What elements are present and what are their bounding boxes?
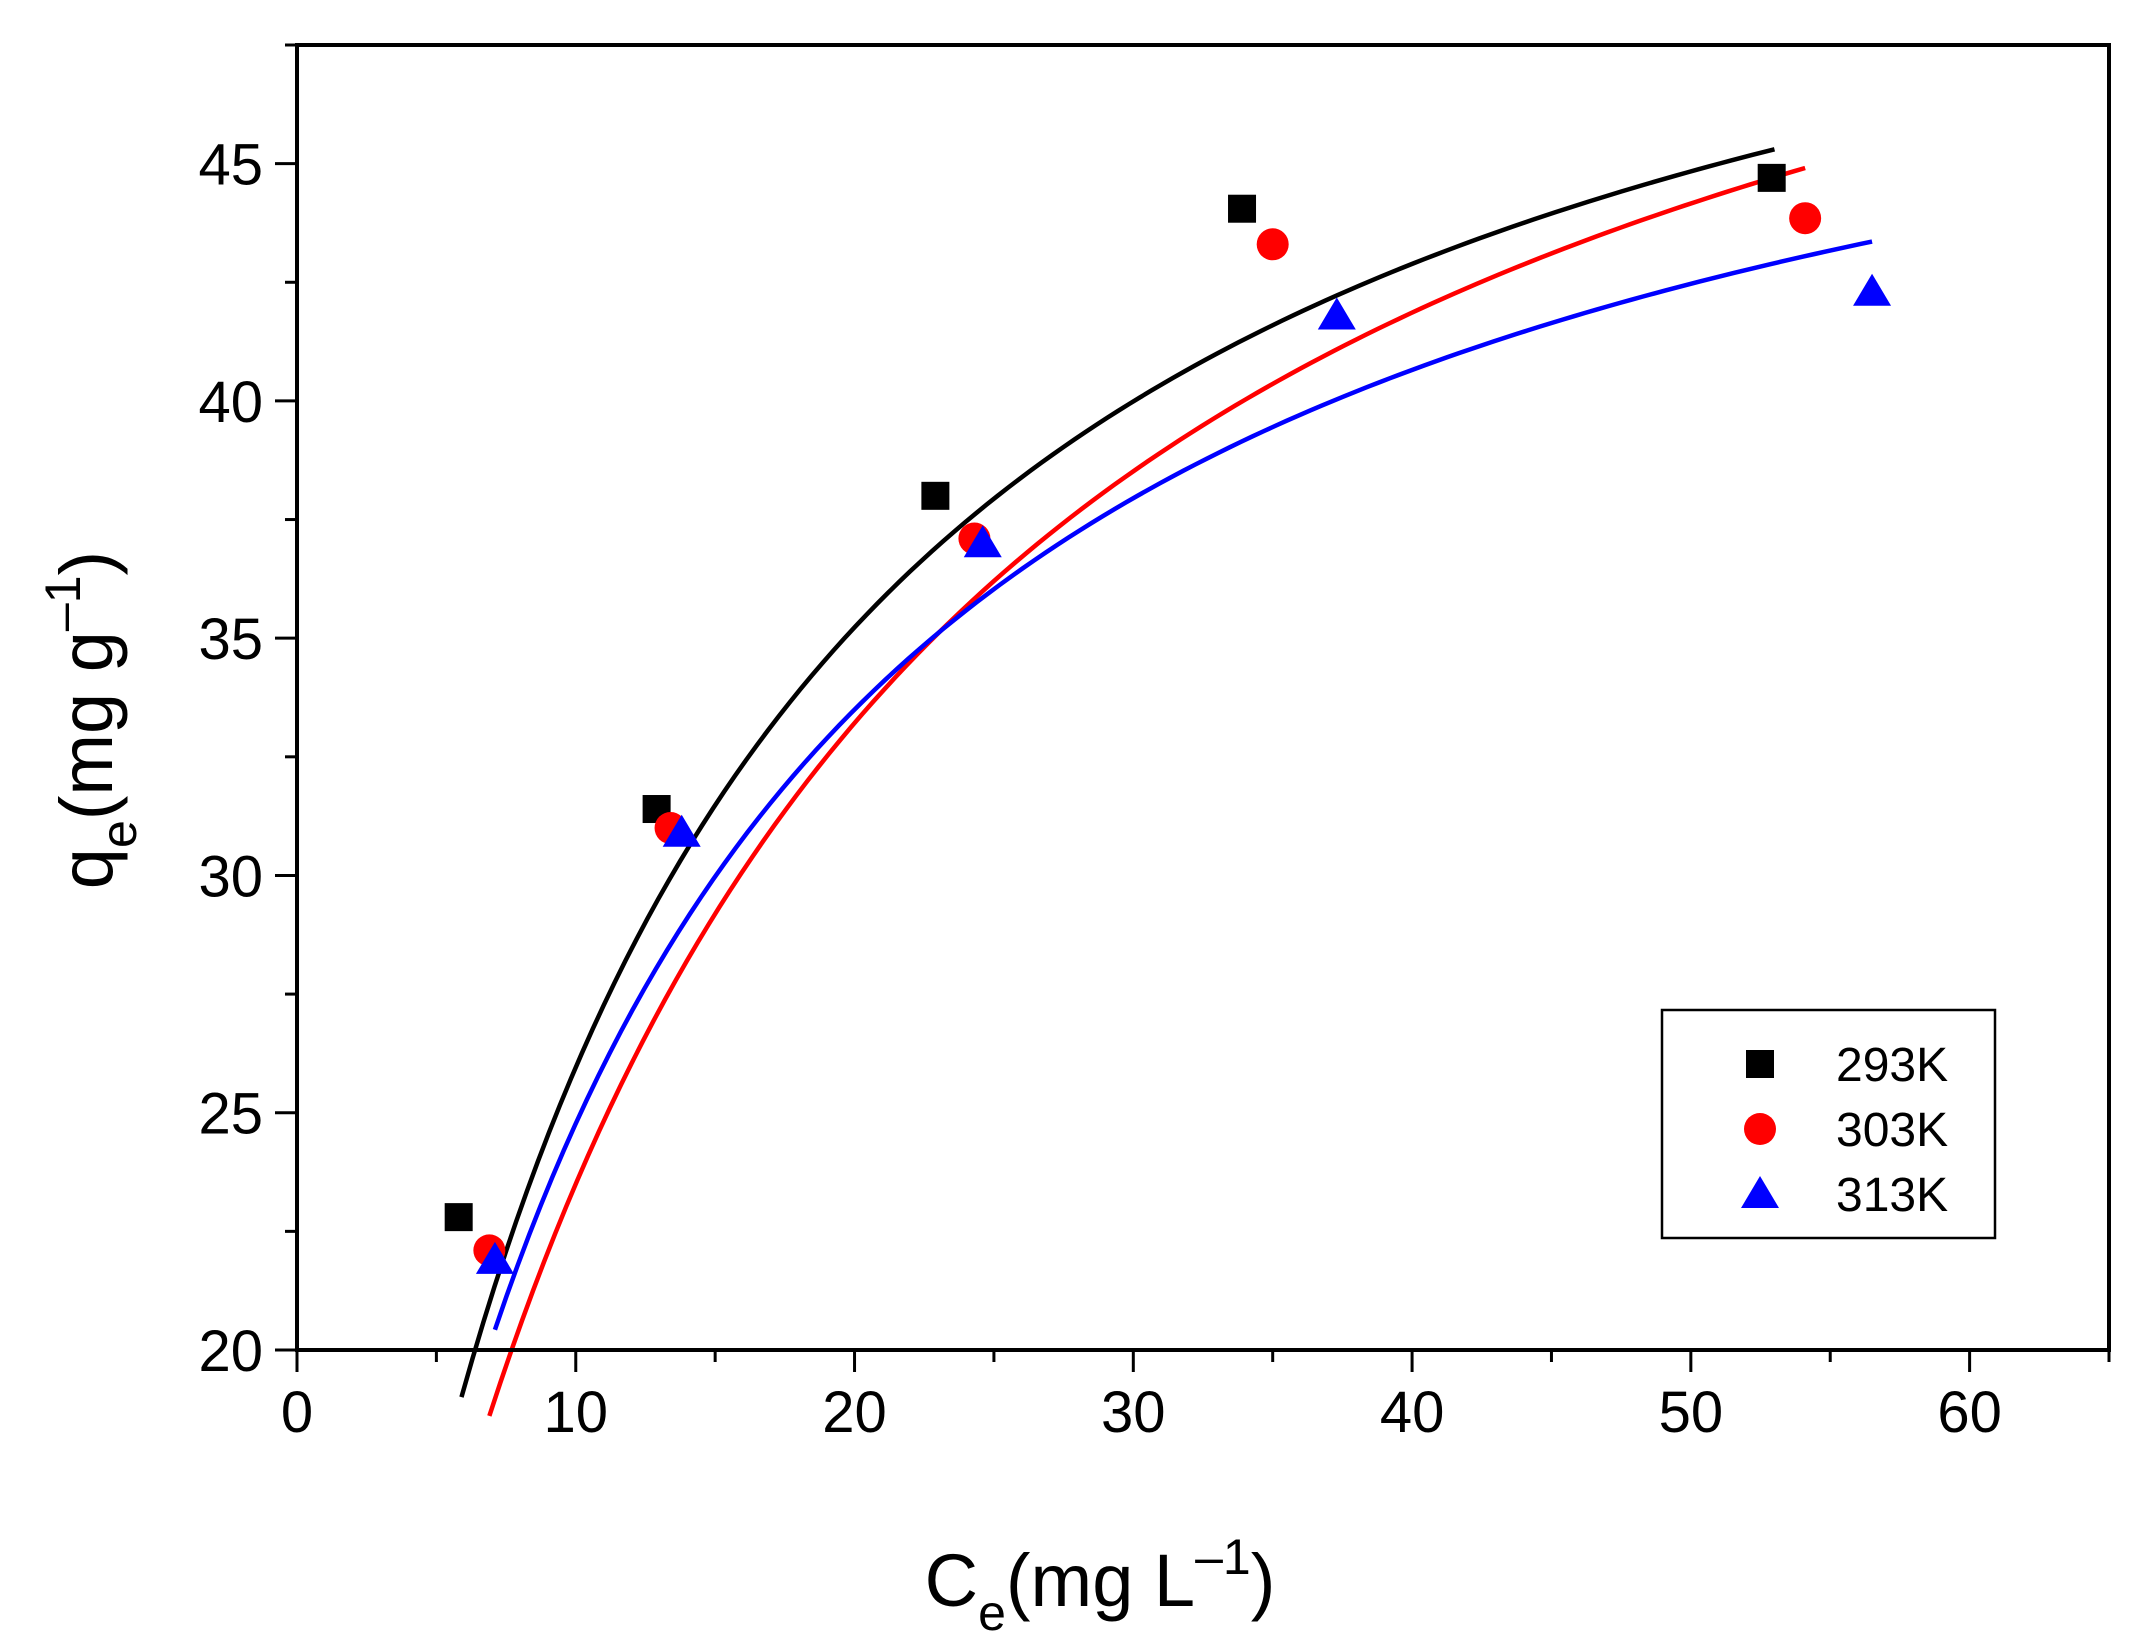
data-point-293K xyxy=(1757,163,1786,192)
x-tick-label: 20 xyxy=(822,1380,887,1445)
y-axis-title-main: q xyxy=(45,848,128,889)
y-axis-title-subscript: e xyxy=(91,820,147,848)
plot-frame xyxy=(295,43,2111,1352)
data-point-313K xyxy=(963,525,1002,558)
data-point-303K xyxy=(1789,202,1822,235)
x-axis-title-close: ) xyxy=(1251,1539,1276,1622)
legend-marker-293K xyxy=(1746,1050,1774,1078)
data-point-313K xyxy=(1853,273,1892,306)
y-axis-title-superscript: –1 xyxy=(35,575,91,631)
x-tick-label: 50 xyxy=(1659,1380,1724,1445)
y-tick-label: 35 xyxy=(198,607,263,672)
x-tick-label: 60 xyxy=(1937,1380,2002,1445)
legend-marker-313K xyxy=(1741,1176,1779,1208)
svg-text:Ce(mg L–1): Ce(mg L–1) xyxy=(925,1529,1276,1641)
x-tick-label: 30 xyxy=(1101,1380,1166,1445)
x-axis-title-subscript: e xyxy=(978,1585,1006,1641)
data-point-313K xyxy=(662,814,701,847)
y-tick-label: 25 xyxy=(198,1082,263,1147)
y-tick-label: 30 xyxy=(198,844,263,909)
data-point-293K xyxy=(444,1203,473,1232)
fit-curve-303K xyxy=(487,165,1806,1417)
data-point-303K xyxy=(1256,228,1289,261)
legend-marker-303K xyxy=(1744,1113,1776,1145)
legend-box xyxy=(1660,1008,1997,1240)
legend-label-303K: 303K xyxy=(1836,1104,1948,1157)
fit-curves xyxy=(459,147,1873,1417)
fit-curve-293K xyxy=(459,147,1776,1398)
x-tick-label: 0 xyxy=(281,1380,313,1445)
axis-ticks xyxy=(275,43,2111,1372)
y-axis-title-close: ) xyxy=(45,551,128,576)
data-point-293K xyxy=(1228,194,1257,223)
svg-text:qe(mg g–1): qe(mg g–1) xyxy=(35,551,147,889)
y-tick-label: 40 xyxy=(198,370,263,435)
y-axis-title: qe(mg g–1) xyxy=(35,551,147,889)
x-tick-label: 10 xyxy=(544,1380,609,1445)
data-markers xyxy=(444,163,1892,1274)
legend: 293K 303K 313K xyxy=(1660,1008,1997,1240)
y-axis-title-unit: (mg g xyxy=(45,631,128,820)
x-axis-title: Ce(mg L–1) xyxy=(925,1529,1276,1641)
fit-curve-313K xyxy=(492,239,1873,1331)
tick-labels: 0 10 20 30 40 50 60 20 25 30 35 40 45 xyxy=(198,133,2001,1445)
x-axis-title-main: C xyxy=(925,1539,978,1622)
data-point-293K xyxy=(921,481,950,510)
x-axis-title-superscript: –1 xyxy=(1195,1529,1251,1585)
data-point-313K xyxy=(475,1241,514,1274)
legend-label-313K: 313K xyxy=(1836,1169,1948,1222)
legend-label-293K: 293K xyxy=(1836,1039,1948,1092)
x-tick-label: 40 xyxy=(1380,1380,1445,1445)
y-tick-label: 45 xyxy=(198,133,263,198)
x-axis-title-unit: (mg L xyxy=(1006,1539,1195,1622)
data-point-313K xyxy=(1317,297,1356,330)
y-tick-label: 20 xyxy=(198,1319,263,1384)
